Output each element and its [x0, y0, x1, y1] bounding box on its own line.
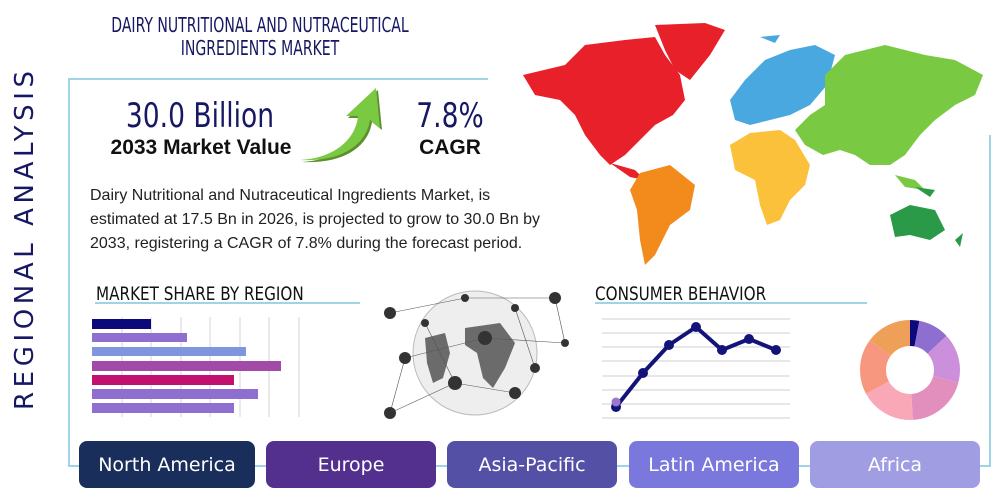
- market-share-bar-chart: [92, 317, 300, 417]
- growth-arrow-icon: [300, 88, 382, 163]
- line-chart-gridlines: [602, 318, 790, 419]
- bar-7: [92, 403, 234, 413]
- consumer-behavior-underline: [595, 302, 867, 304]
- cagr-label: CAGR: [419, 136, 481, 159]
- bar-2: [92, 333, 187, 342]
- consumer-behavior-line-chart: [602, 318, 790, 419]
- bar-5: [92, 375, 234, 385]
- page-title-line2: INGREDIENTS MARKET: [180, 36, 340, 60]
- oceania-region: [890, 187, 963, 247]
- north-america-region: [523, 23, 725, 180]
- consumer-behavior-title: CONSUMER BEHAVIOR: [595, 283, 767, 305]
- region-button-europe[interactable]: Europe: [266, 441, 436, 488]
- frame-border-top: [68, 78, 488, 80]
- market-share-title: MARKET SHARE BY REGION: [96, 283, 304, 305]
- market-description: Dairy Nutritional and Nutraceutical Ingr…: [90, 187, 541, 252]
- frame-border-right: [989, 135, 991, 466]
- side-title: REGIONAL ANALYSIS: [10, 66, 40, 410]
- page-title: DAIRY NUTRITIONAL AND NUTRACEUTICAL INGR…: [88, 14, 431, 60]
- bar-3: [92, 347, 246, 356]
- region-button-latin-america[interactable]: Latin America: [629, 441, 799, 488]
- market-value: 30.0 Billion: [125, 96, 275, 136]
- region-button-north-america[interactable]: North America: [79, 441, 255, 488]
- frame-border-left: [68, 78, 70, 466]
- line-point-highlight: [611, 397, 621, 407]
- market-value-label: 2033 Market Value: [110, 136, 292, 159]
- world-map: [523, 23, 983, 265]
- global-network-illustration: [384, 290, 569, 419]
- region-button-asia-pacific[interactable]: Asia-Pacific: [447, 441, 617, 488]
- europe-region: [730, 35, 835, 125]
- region-button-africa[interactable]: Africa: [810, 441, 980, 488]
- bar-1: [92, 319, 151, 329]
- africa-region: [730, 130, 810, 225]
- bar-4: [92, 361, 281, 371]
- bar-6: [92, 389, 258, 399]
- asia-region: [795, 45, 983, 190]
- market-share-underline: [95, 302, 360, 304]
- page-title-line1: DAIRY NUTRITIONAL AND NUTRACEUTICAL: [111, 13, 409, 37]
- south-america-region: [630, 165, 695, 265]
- donut-chart: [860, 320, 960, 420]
- line-points: [611, 322, 781, 412]
- cagr-value: 7.8%: [416, 96, 484, 136]
